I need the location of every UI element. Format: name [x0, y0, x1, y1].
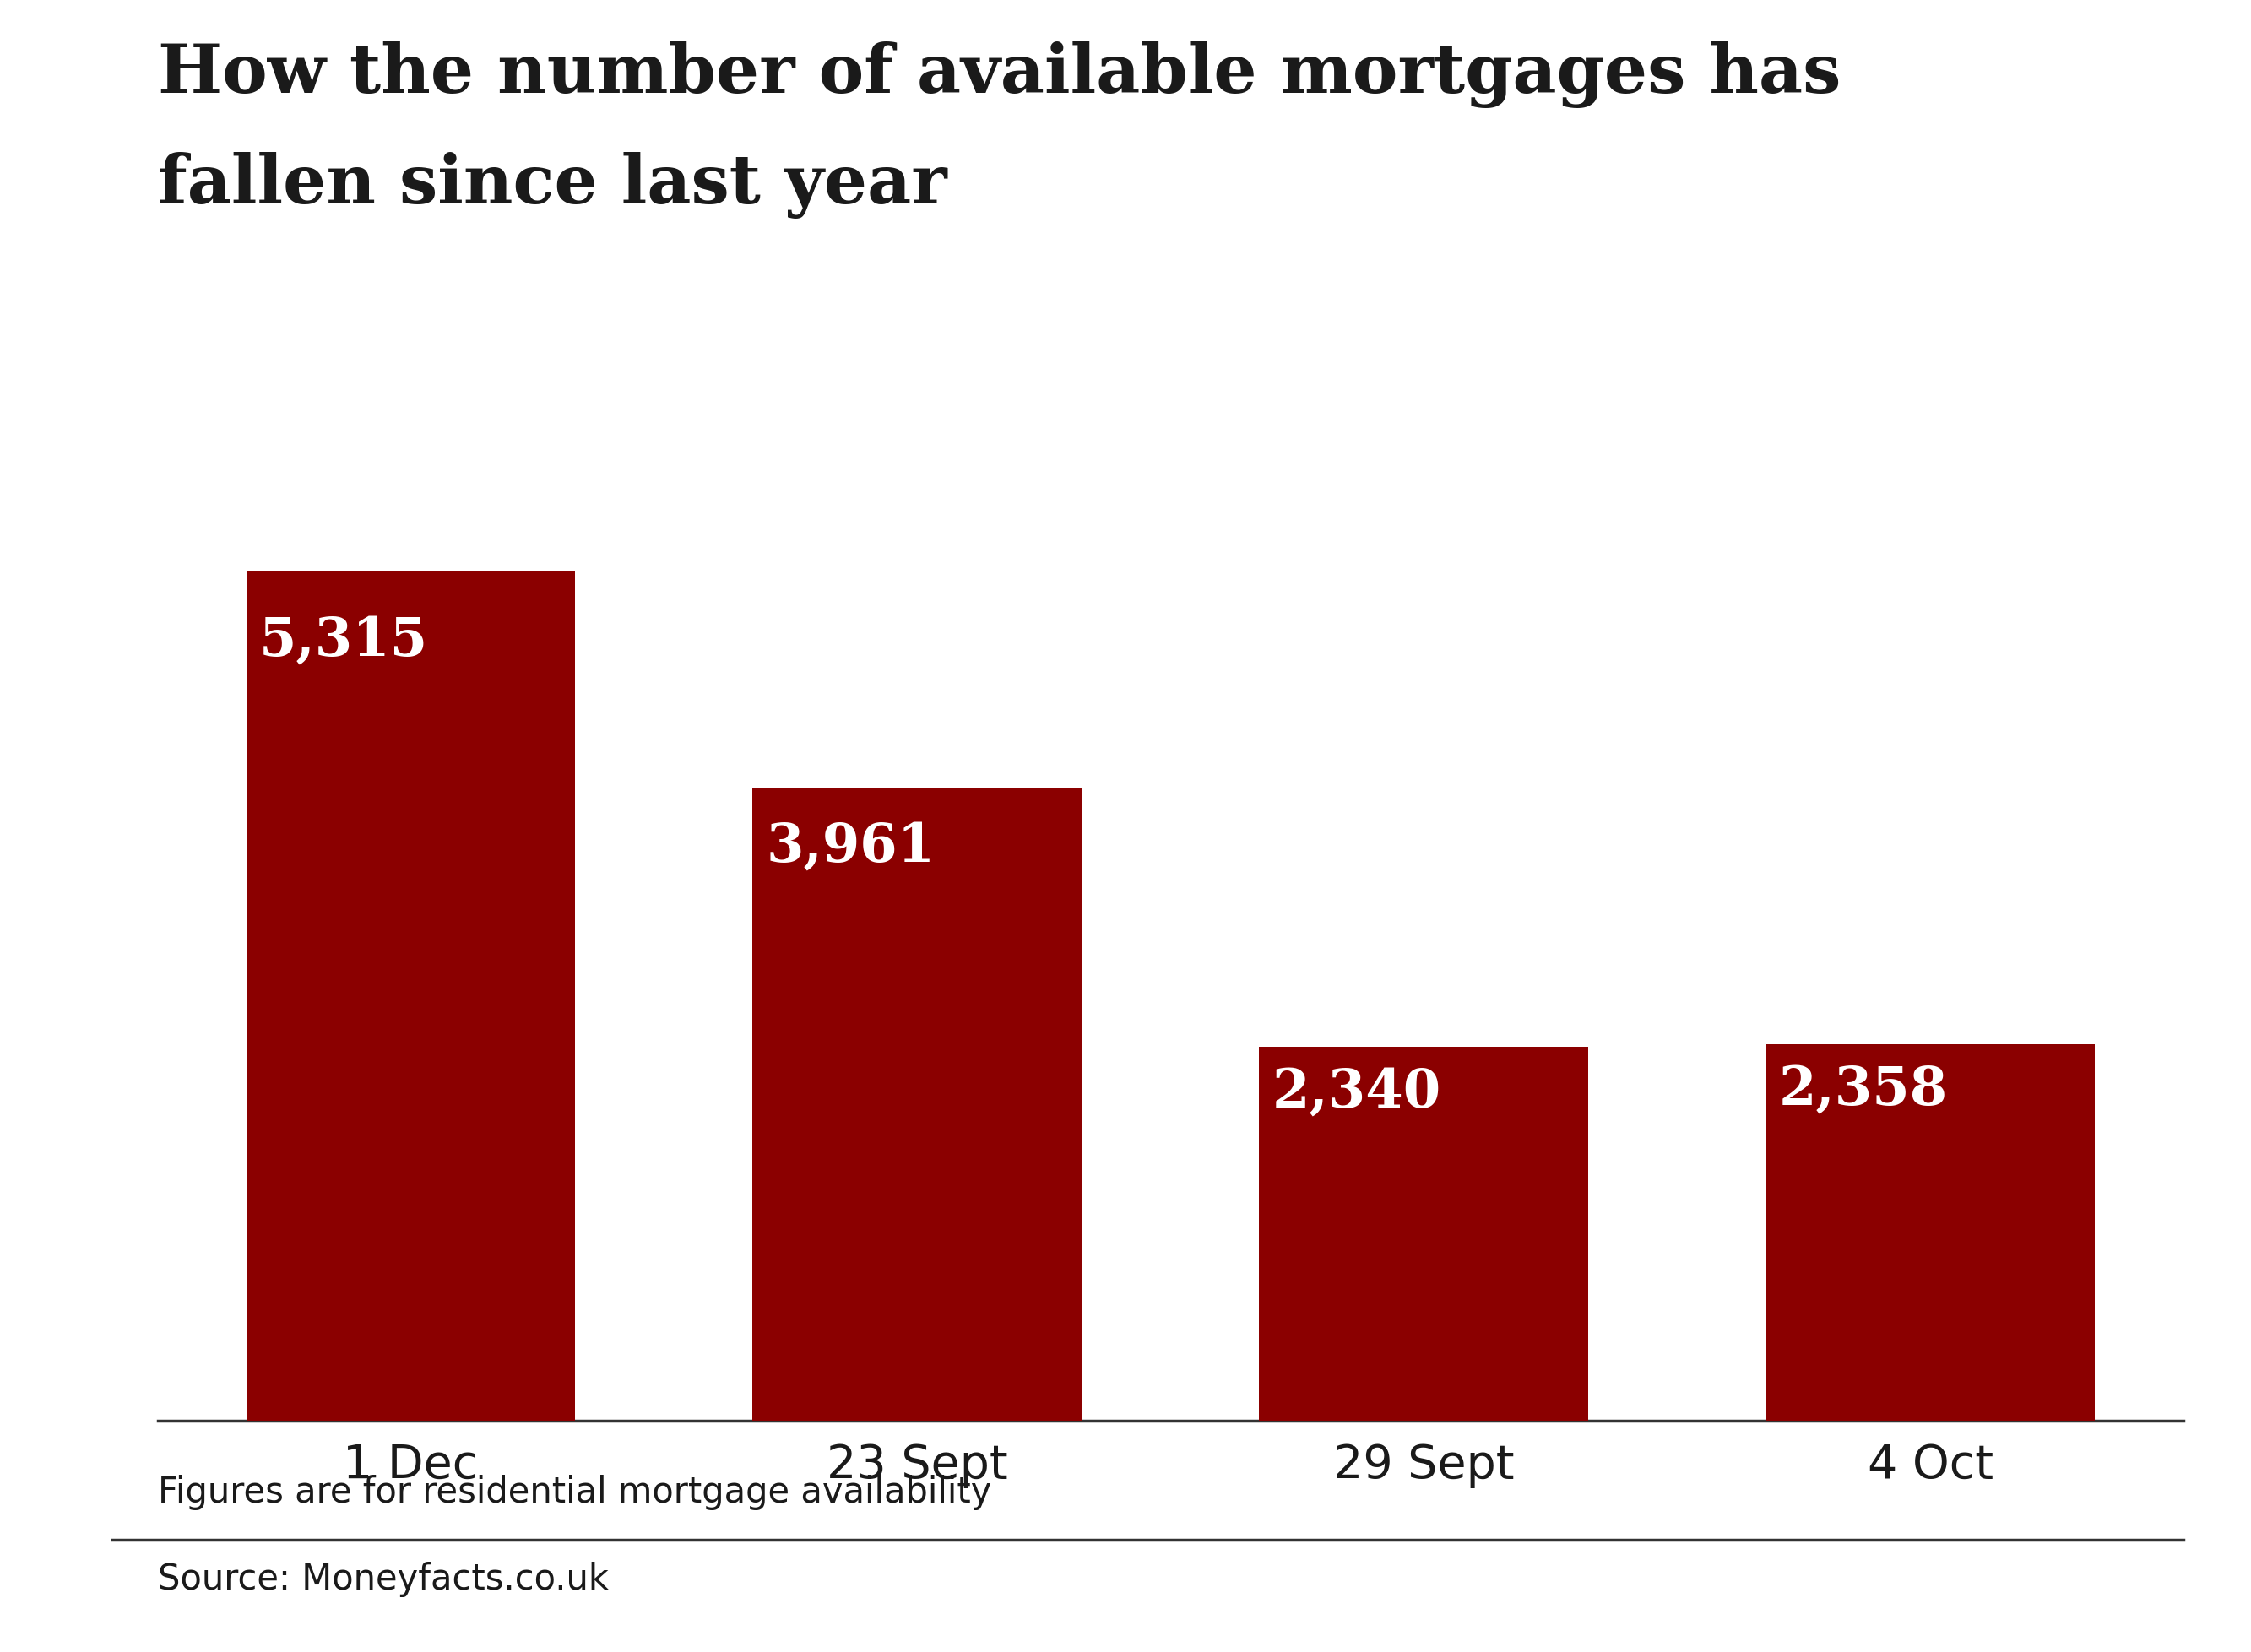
Text: 2,340: 2,340: [1272, 1066, 1441, 1117]
Text: Source: Moneyfacts.co.uk: Source: Moneyfacts.co.uk: [158, 1561, 608, 1596]
Bar: [1258, 1047, 1589, 1421]
Bar: [1765, 1044, 2096, 1421]
Text: BBC: BBC: [2037, 1571, 2147, 1621]
Text: How the number of available mortgages has: How the number of available mortgages ha…: [158, 41, 1841, 107]
Bar: [245, 573, 576, 1421]
Text: 5,315: 5,315: [259, 615, 428, 666]
Text: 2,358: 2,358: [1778, 1064, 1947, 1115]
Text: fallen since last year: fallen since last year: [158, 152, 948, 218]
Text: 3,961: 3,961: [765, 819, 934, 872]
Bar: [752, 788, 1083, 1421]
Text: Figures are for residential mortgage availability: Figures are for residential mortgage ava…: [158, 1474, 990, 1508]
